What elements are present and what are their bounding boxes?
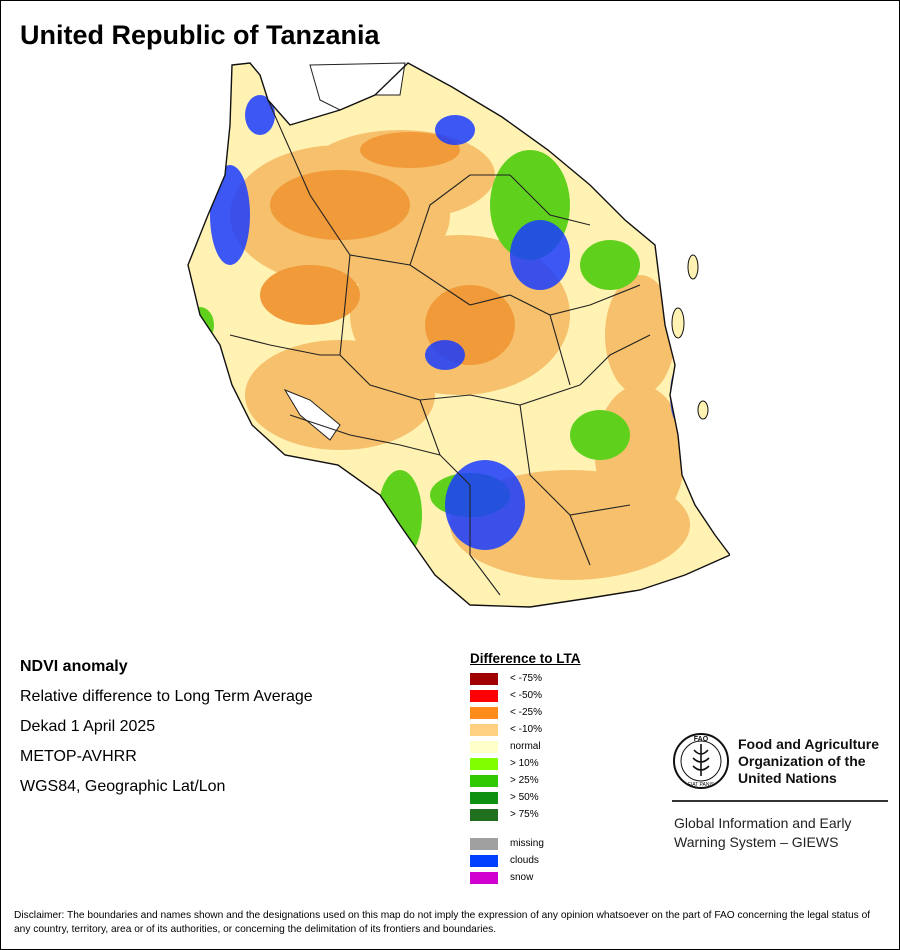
legend-item: > 75% xyxy=(470,806,581,823)
legend-label: > 10% xyxy=(510,758,539,769)
legend-label: normal xyxy=(510,741,541,752)
legend-swatch xyxy=(470,723,498,736)
legend-item: snow xyxy=(470,869,581,886)
legend-swatch xyxy=(470,689,498,702)
legend-item: < -10% xyxy=(470,721,581,738)
admin-boundaries xyxy=(229,99,651,596)
legend-swatch xyxy=(470,808,498,821)
ndvi-anomaly-map xyxy=(187,62,730,608)
giews-label: Global Information and Early Warning Sys… xyxy=(674,815,852,850)
legend-item: clouds xyxy=(470,852,581,869)
legend-item: < -50% xyxy=(470,687,581,704)
legend-label: clouds xyxy=(510,855,539,866)
legend-label: snow xyxy=(510,872,534,883)
fao-organization-name: Food and Agriculture Organization of the… xyxy=(738,736,880,786)
legend-swatch xyxy=(470,854,498,867)
legend-item: < -75% xyxy=(470,670,581,687)
disclaimer: Disclaimer: The boundaries and names sho… xyxy=(14,910,871,935)
product-description: Relative difference to Long Term Average xyxy=(20,688,313,705)
legend-item: > 50% xyxy=(470,789,581,806)
map-info: NDVI anomaly Relative difference to Long… xyxy=(20,656,313,806)
legend-swatch xyxy=(470,757,498,770)
legend-extra-classes: missing clouds snow xyxy=(470,835,581,886)
legend-label: < -50% xyxy=(510,690,542,701)
legend-label: > 50% xyxy=(510,792,539,803)
legend-swatch xyxy=(470,837,498,850)
legend-item: > 10% xyxy=(470,755,581,772)
sensor-name: METOP-AVHRR xyxy=(20,748,137,765)
legend-swatch xyxy=(470,871,498,884)
zanzibar-island xyxy=(671,307,685,339)
legend-label: missing xyxy=(510,838,544,849)
legend-title: Difference to LTA xyxy=(470,651,581,666)
time-period: Dekad 1 April 2025 xyxy=(20,718,156,735)
fao-logo-text: FAO xyxy=(694,736,709,743)
legend-label: > 25% xyxy=(510,775,539,786)
fao-logo-motto: FIAT PANIS xyxy=(688,782,715,788)
fao-divider xyxy=(672,800,888,802)
fao-logo: FAO FIAT PANIS xyxy=(673,733,729,789)
country-border xyxy=(187,62,730,608)
pemba-island xyxy=(687,254,699,280)
map-legend: Difference to LTA < -75% < -50% < -25% < -1… xyxy=(470,651,581,886)
legend-label: < -75% xyxy=(510,673,542,684)
legend-classes: < -75% < -50% < -25% < -10% normal > 10% > 25%… xyxy=(470,670,581,823)
cloud-areas xyxy=(210,95,690,550)
legend-item: normal xyxy=(470,738,581,755)
legend-swatch xyxy=(470,740,498,753)
map-title: United Republic of Tanzania xyxy=(20,20,380,50)
legend-item: > 25% xyxy=(470,772,581,789)
legend-swatch xyxy=(470,774,498,787)
islands xyxy=(671,254,709,420)
mafia-island xyxy=(697,400,709,420)
legend-item: missing xyxy=(470,835,581,852)
legend-label: > 75% xyxy=(510,809,539,820)
legend-swatch xyxy=(470,791,498,804)
projection-info: WGS84, Geographic Lat/Lon xyxy=(20,778,226,795)
product-name: NDVI anomaly xyxy=(20,658,128,675)
legend-swatch xyxy=(470,672,498,685)
legend-label: < -10% xyxy=(510,724,542,735)
legend-item: < -25% xyxy=(470,704,581,721)
legend-label: < -25% xyxy=(510,707,542,718)
legend-swatch xyxy=(470,706,498,719)
